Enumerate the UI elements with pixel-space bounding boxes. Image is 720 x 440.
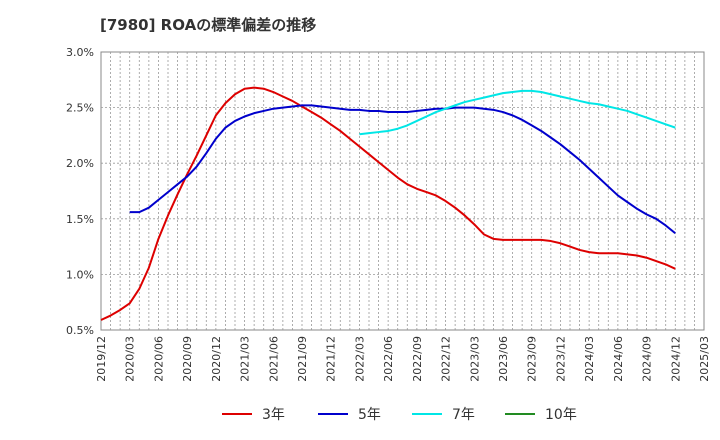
x-tick-label: 2025/03 <box>698 336 711 382</box>
series-line-5y <box>129 104 676 235</box>
x-tick-label: 2020/09 <box>181 336 194 382</box>
x-axis: 2019/12 2020/03 2020/06 2020/09 2020/12 2021/… <box>95 336 711 382</box>
x-tick-label: 2022/06 <box>382 336 395 382</box>
y-axis: 0.5% 1.0% 1.5% 2.0% 2.5% 3.0% <box>66 46 94 337</box>
x-tick-label: 2024/03 <box>583 336 596 382</box>
x-tick-label: 2021/03 <box>239 336 252 382</box>
plot-area <box>100 51 705 331</box>
legend-swatch-7y <box>412 413 442 415</box>
legend-label-10y: 10年 <box>545 407 577 423</box>
legend-swatch-5y <box>318 413 348 415</box>
legend-label-3y: 3年 <box>262 407 285 423</box>
x-tick-label: 2021/09 <box>296 336 309 382</box>
x-tick-label: 2024/09 <box>641 336 654 382</box>
x-tick-label: 2024/12 <box>669 336 682 382</box>
legend-swatch-10y <box>505 413 535 415</box>
legend-item-10y: 10年 <box>505 404 577 424</box>
x-tick-label: 2021/06 <box>267 336 280 382</box>
legend-swatch-3y <box>222 413 252 415</box>
y-tick-label: 3.0% <box>66 46 94 59</box>
series-line-3y <box>100 86 676 321</box>
y-tick-label: 0.5% <box>66 324 94 337</box>
x-tick-label: 2023/09 <box>526 336 539 382</box>
legend-item-5y: 5年 <box>318 404 381 424</box>
series-line-7y <box>359 89 676 136</box>
legend-label-5y: 5年 <box>358 407 381 423</box>
x-tick-label: 2021/12 <box>325 336 338 382</box>
x-tick-label: 2019/12 <box>95 336 108 382</box>
y-tick-label: 2.0% <box>66 157 94 170</box>
x-tick-label: 2023/12 <box>554 336 567 382</box>
y-tick-label: 1.0% <box>66 268 94 281</box>
series-layer <box>100 86 676 321</box>
legend: 3年 5年 7年 10年 <box>0 404 720 428</box>
y-tick-label: 2.5% <box>66 102 94 115</box>
x-tick-label: 2022/03 <box>353 336 366 382</box>
chart-title: [7980] ROAの標準偏差の推移 <box>100 16 317 34</box>
y-tick-label: 1.5% <box>66 213 94 226</box>
x-tick-label: 2020/12 <box>210 336 223 382</box>
x-tick-label: 2023/03 <box>468 336 481 382</box>
x-tick-label: 2023/06 <box>497 336 510 382</box>
x-tick-label: 2022/09 <box>411 336 424 382</box>
grid <box>101 52 704 330</box>
x-tick-label: 2022/12 <box>440 336 453 382</box>
x-tick-label: 2020/03 <box>124 336 137 382</box>
legend-item-3y: 3年 <box>222 404 285 424</box>
legend-label-7y: 7年 <box>452 407 475 423</box>
legend-item-7y: 7年 <box>412 404 475 424</box>
x-tick-label: 2020/06 <box>152 336 165 382</box>
x-tick-label: 2024/06 <box>612 336 625 382</box>
